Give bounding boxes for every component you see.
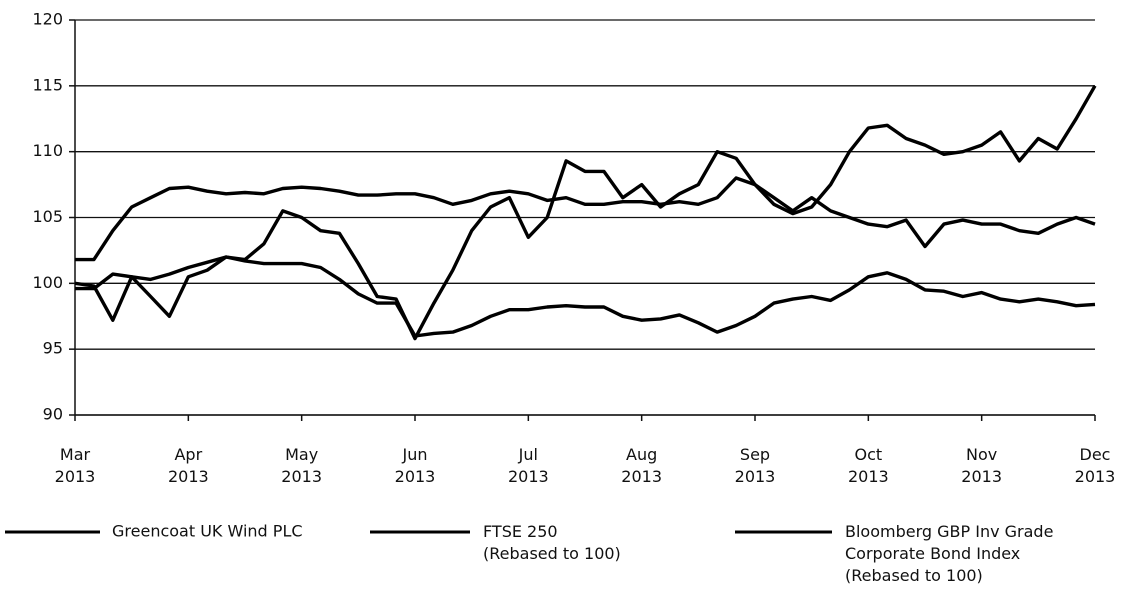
- y-tick-label: 105: [32, 207, 63, 226]
- y-tick-label: 90: [43, 405, 63, 424]
- x-tick-label: Oct 2013: [848, 445, 889, 486]
- series-line: [75, 176, 1096, 262]
- x-tick-label: Mar 2013: [55, 445, 96, 486]
- series-line: [75, 255, 1096, 338]
- x-tick-label: Dec 2013: [1075, 445, 1116, 486]
- x-tick-label: May 2013: [281, 445, 322, 486]
- legend-label: Greencoat UK Wind PLC: [112, 522, 303, 541]
- x-tick-label: Jul 2013: [508, 445, 549, 486]
- y-tick-label: 100: [32, 273, 63, 292]
- legend-label: FTSE 250 (Rebased to 100): [483, 522, 621, 563]
- x-tick-label: Apr 2013: [168, 445, 209, 486]
- legend-label: Bloomberg GBP Inv Grade Corporate Bond In…: [845, 522, 1053, 585]
- x-tick-label: Aug 2013: [621, 445, 662, 486]
- x-tick-label: Sep 2013: [735, 445, 776, 486]
- y-tick-label: 115: [32, 75, 63, 94]
- y-tick-label: 95: [43, 339, 63, 358]
- y-tick-label: 120: [32, 10, 63, 29]
- y-tick-label: 110: [32, 141, 63, 160]
- x-tick-label: Jun 2013: [395, 445, 436, 486]
- x-tick-label: Nov 2013: [961, 445, 1002, 486]
- series-line: [74, 84, 1097, 341]
